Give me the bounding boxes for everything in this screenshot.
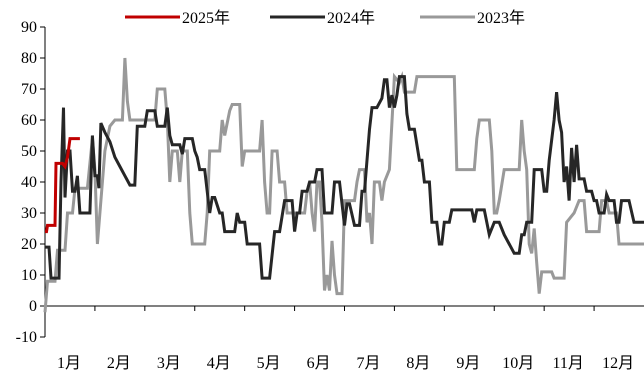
axes: -10 0 10 20 30 40 50 60 70 80 90 1月 2月 3月 4月 5月 6月 7月 8月 9月… <box>16 19 644 372</box>
series-line-2024年 <box>45 75 644 280</box>
series-lines <box>43 57 644 313</box>
series-line-2023年 <box>43 57 644 313</box>
legend: 2025年 2024年 2023年 <box>125 9 525 27</box>
legend-label: 2024年 <box>327 9 375 27</box>
y-tick-label: 80 <box>21 50 37 67</box>
x-tick-label: 3月 <box>157 355 181 372</box>
x-tick-label: 12月 <box>602 355 634 372</box>
x-tick-label: 6月 <box>307 355 331 372</box>
y-tick-label: 90 <box>21 19 37 36</box>
y-tick-label: 70 <box>21 81 37 98</box>
legend-label: 2023年 <box>477 9 525 27</box>
x-tick-label: 7月 <box>356 355 380 372</box>
x-tick-label: 5月 <box>257 355 281 372</box>
y-tick-label: 30 <box>21 205 37 222</box>
y-tick-label: 20 <box>21 236 37 253</box>
x-tick-label: 1月 <box>57 355 81 372</box>
y-tick-label: 10 <box>21 267 37 284</box>
y-tick-label: 40 <box>21 174 37 191</box>
legend-label: 2025年 <box>182 9 230 27</box>
y-tick-label: 0 <box>29 298 37 315</box>
x-tick-label: 4月 <box>207 355 231 372</box>
x-tick-label: 8月 <box>406 355 430 372</box>
series-line-2025年 <box>45 137 80 234</box>
y-tick-label: 50 <box>21 143 37 160</box>
y-tick-label: -10 <box>16 329 37 346</box>
x-tick-label: 10月 <box>502 355 534 372</box>
x-tick-label: 11月 <box>552 355 583 372</box>
x-tick-label: 9月 <box>456 355 480 372</box>
x-tick-label: 2月 <box>107 355 131 372</box>
y-tick-label: 60 <box>21 112 37 129</box>
